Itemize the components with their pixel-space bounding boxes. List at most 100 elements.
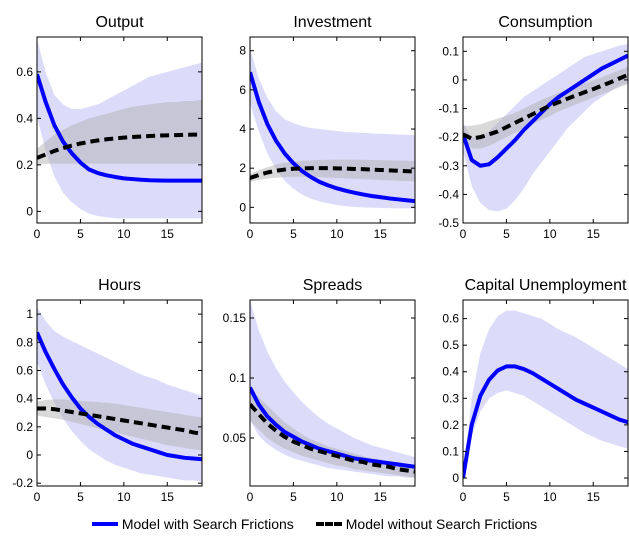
confidence-band-model-without-search-frictions bbox=[250, 159, 415, 182]
y-tick-label: 0.15 bbox=[223, 311, 247, 325]
x-tick-label: 10 bbox=[117, 490, 131, 504]
legend-label-with-search-frictions: Model with Search Frictions bbox=[121, 516, 294, 532]
plot-area bbox=[37, 39, 202, 219]
y-tick-label: 0.6 bbox=[16, 65, 33, 79]
axes-box bbox=[249, 299, 416, 487]
x-tick-label: 0 bbox=[247, 490, 254, 504]
confidence-band-model-with-search-frictions bbox=[37, 307, 202, 482]
confidence-band-model-with-search-frictions bbox=[250, 300, 415, 478]
y-tick-label: 0.2 bbox=[442, 418, 459, 432]
confidence-band-model-with-search-frictions bbox=[463, 44, 628, 212]
x-tick-label: 0 bbox=[247, 227, 254, 241]
y-tick-label: 0.6 bbox=[16, 363, 33, 377]
y-tick-label: 0.2 bbox=[16, 420, 33, 434]
panel-title-consumption: Consumption bbox=[498, 14, 592, 31]
panel-consumption: Consumption 0 5 10 15 -0.5 -0.4 -0.3 -0.2 -0.1 0 0.… bbox=[438, 14, 629, 241]
y-tick-label: 0.5 bbox=[442, 338, 459, 352]
x-tick-label: 15 bbox=[587, 227, 601, 241]
y-tick-label: -0.2 bbox=[438, 130, 459, 144]
confidence-band-model-with-search-frictions bbox=[463, 310, 628, 479]
x-tick-label: 15 bbox=[161, 227, 175, 241]
x-tick-label: 0 bbox=[34, 227, 41, 241]
y-tick-label: 0.8 bbox=[16, 335, 33, 349]
x-tick-label: 0 bbox=[460, 490, 467, 504]
legend-swatch-dashed-black bbox=[315, 522, 342, 526]
x-tick-label: 0 bbox=[460, 227, 467, 241]
x-tick-label: 10 bbox=[117, 227, 131, 241]
x-tick-label: 15 bbox=[374, 227, 388, 241]
series-line-model-with-search-frictions bbox=[37, 73, 202, 183]
panel-title-capital-unemployment: Capital Unemployment bbox=[465, 277, 627, 294]
y-tick-label: -0.4 bbox=[438, 187, 459, 201]
y-tick-label: 0.3 bbox=[442, 391, 459, 405]
axes-box bbox=[249, 36, 416, 224]
y-tick-label: 0 bbox=[239, 200, 246, 214]
series-line-model-without-search-frictions bbox=[250, 403, 415, 474]
y-tick-label: -0.5 bbox=[438, 216, 459, 230]
y-tick-label: 0.05 bbox=[223, 431, 247, 445]
axes-box bbox=[462, 36, 629, 224]
plot-area bbox=[463, 44, 628, 212]
legend-swatch-solid-blue bbox=[91, 522, 118, 526]
series-line-model-with-search-frictions bbox=[250, 386, 415, 469]
x-tick-label: 10 bbox=[543, 227, 557, 241]
axes-box bbox=[36, 36, 203, 224]
y-tick-label: -0.3 bbox=[438, 159, 459, 173]
y-tick-label: 8 bbox=[239, 44, 246, 58]
series-line-model-without-search-frictions bbox=[37, 132, 202, 160]
confidence-band-model-without-search-frictions bbox=[37, 99, 202, 165]
y-tick-label: 0.4 bbox=[442, 365, 459, 379]
x-tick-label: 10 bbox=[330, 490, 344, 504]
y-tick-label: -0.2 bbox=[12, 476, 33, 490]
y-tick-label: -0.1 bbox=[438, 102, 459, 116]
y-tick-label: 1 bbox=[26, 307, 33, 321]
panel-investment: Investment 0 5 10 15 0 2 4 6 8 bbox=[239, 14, 416, 241]
y-tick-label: 6 bbox=[239, 83, 246, 97]
x-tick-label: 5 bbox=[77, 227, 84, 241]
panel-capital-unemployment: Capital Unemployment 0 5 10 15 0 0.1 0.2 0.3 0.4 0… bbox=[442, 277, 629, 504]
x-tick-label: 15 bbox=[161, 490, 175, 504]
x-tick-label: 0 bbox=[34, 490, 41, 504]
series-line-model-with-search-frictions bbox=[37, 331, 202, 462]
y-tick-label: 0.1 bbox=[442, 444, 459, 458]
series-line-model-without-search-frictions bbox=[250, 166, 415, 180]
series-line-model-with-search-frictions bbox=[463, 364, 628, 479]
axes-box bbox=[462, 299, 629, 487]
panel-title-hours: Hours bbox=[98, 277, 141, 294]
confidence-band-model-with-search-frictions bbox=[250, 48, 415, 209]
y-tick-label: 0 bbox=[26, 204, 33, 218]
y-tick-label: 0.4 bbox=[16, 392, 33, 406]
plot-area bbox=[250, 300, 415, 478]
y-tick-label: 4 bbox=[239, 122, 246, 136]
plot-area bbox=[250, 48, 415, 209]
y-tick-label: 0.1 bbox=[229, 371, 246, 385]
x-tick-label: 15 bbox=[587, 490, 601, 504]
axes-box bbox=[36, 299, 203, 487]
legend-item-without-search-frictions: Model without Search Frictions bbox=[315, 516, 538, 532]
y-tick-label: 0.2 bbox=[16, 158, 33, 172]
x-tick-label: 5 bbox=[503, 227, 510, 241]
panel-title-output: Output bbox=[95, 14, 144, 31]
y-tick-label: 0 bbox=[26, 448, 33, 462]
x-tick-label: 15 bbox=[374, 490, 388, 504]
legend: Model with Search Frictions Model withou… bbox=[0, 513, 629, 535]
x-tick-label: 10 bbox=[543, 490, 557, 504]
y-tick-label: 2 bbox=[239, 161, 246, 175]
y-tick-label: 0.1 bbox=[442, 44, 459, 58]
x-tick-label: 5 bbox=[290, 227, 297, 241]
confidence-band-model-with-search-frictions bbox=[37, 39, 202, 219]
x-tick-label: 5 bbox=[290, 490, 297, 504]
x-tick-label: 5 bbox=[503, 490, 510, 504]
panel-spreads: Spreads 0 5 10 15 0.05 0.1 0.15 bbox=[223, 277, 416, 504]
series-line-model-without-search-frictions bbox=[463, 72, 628, 141]
y-tick-label: 0 bbox=[452, 73, 459, 87]
panel-output: Output 0 5 10 15 0 0.2 0.4 0.6 bbox=[16, 14, 203, 241]
series-line-model-with-search-frictions bbox=[250, 71, 415, 204]
plot-area bbox=[463, 310, 628, 479]
x-tick-label: 5 bbox=[77, 490, 84, 504]
legend-label-without-search-frictions: Model without Search Frictions bbox=[345, 516, 538, 532]
y-tick-label: 0 bbox=[452, 471, 459, 485]
plot-area bbox=[37, 307, 202, 482]
